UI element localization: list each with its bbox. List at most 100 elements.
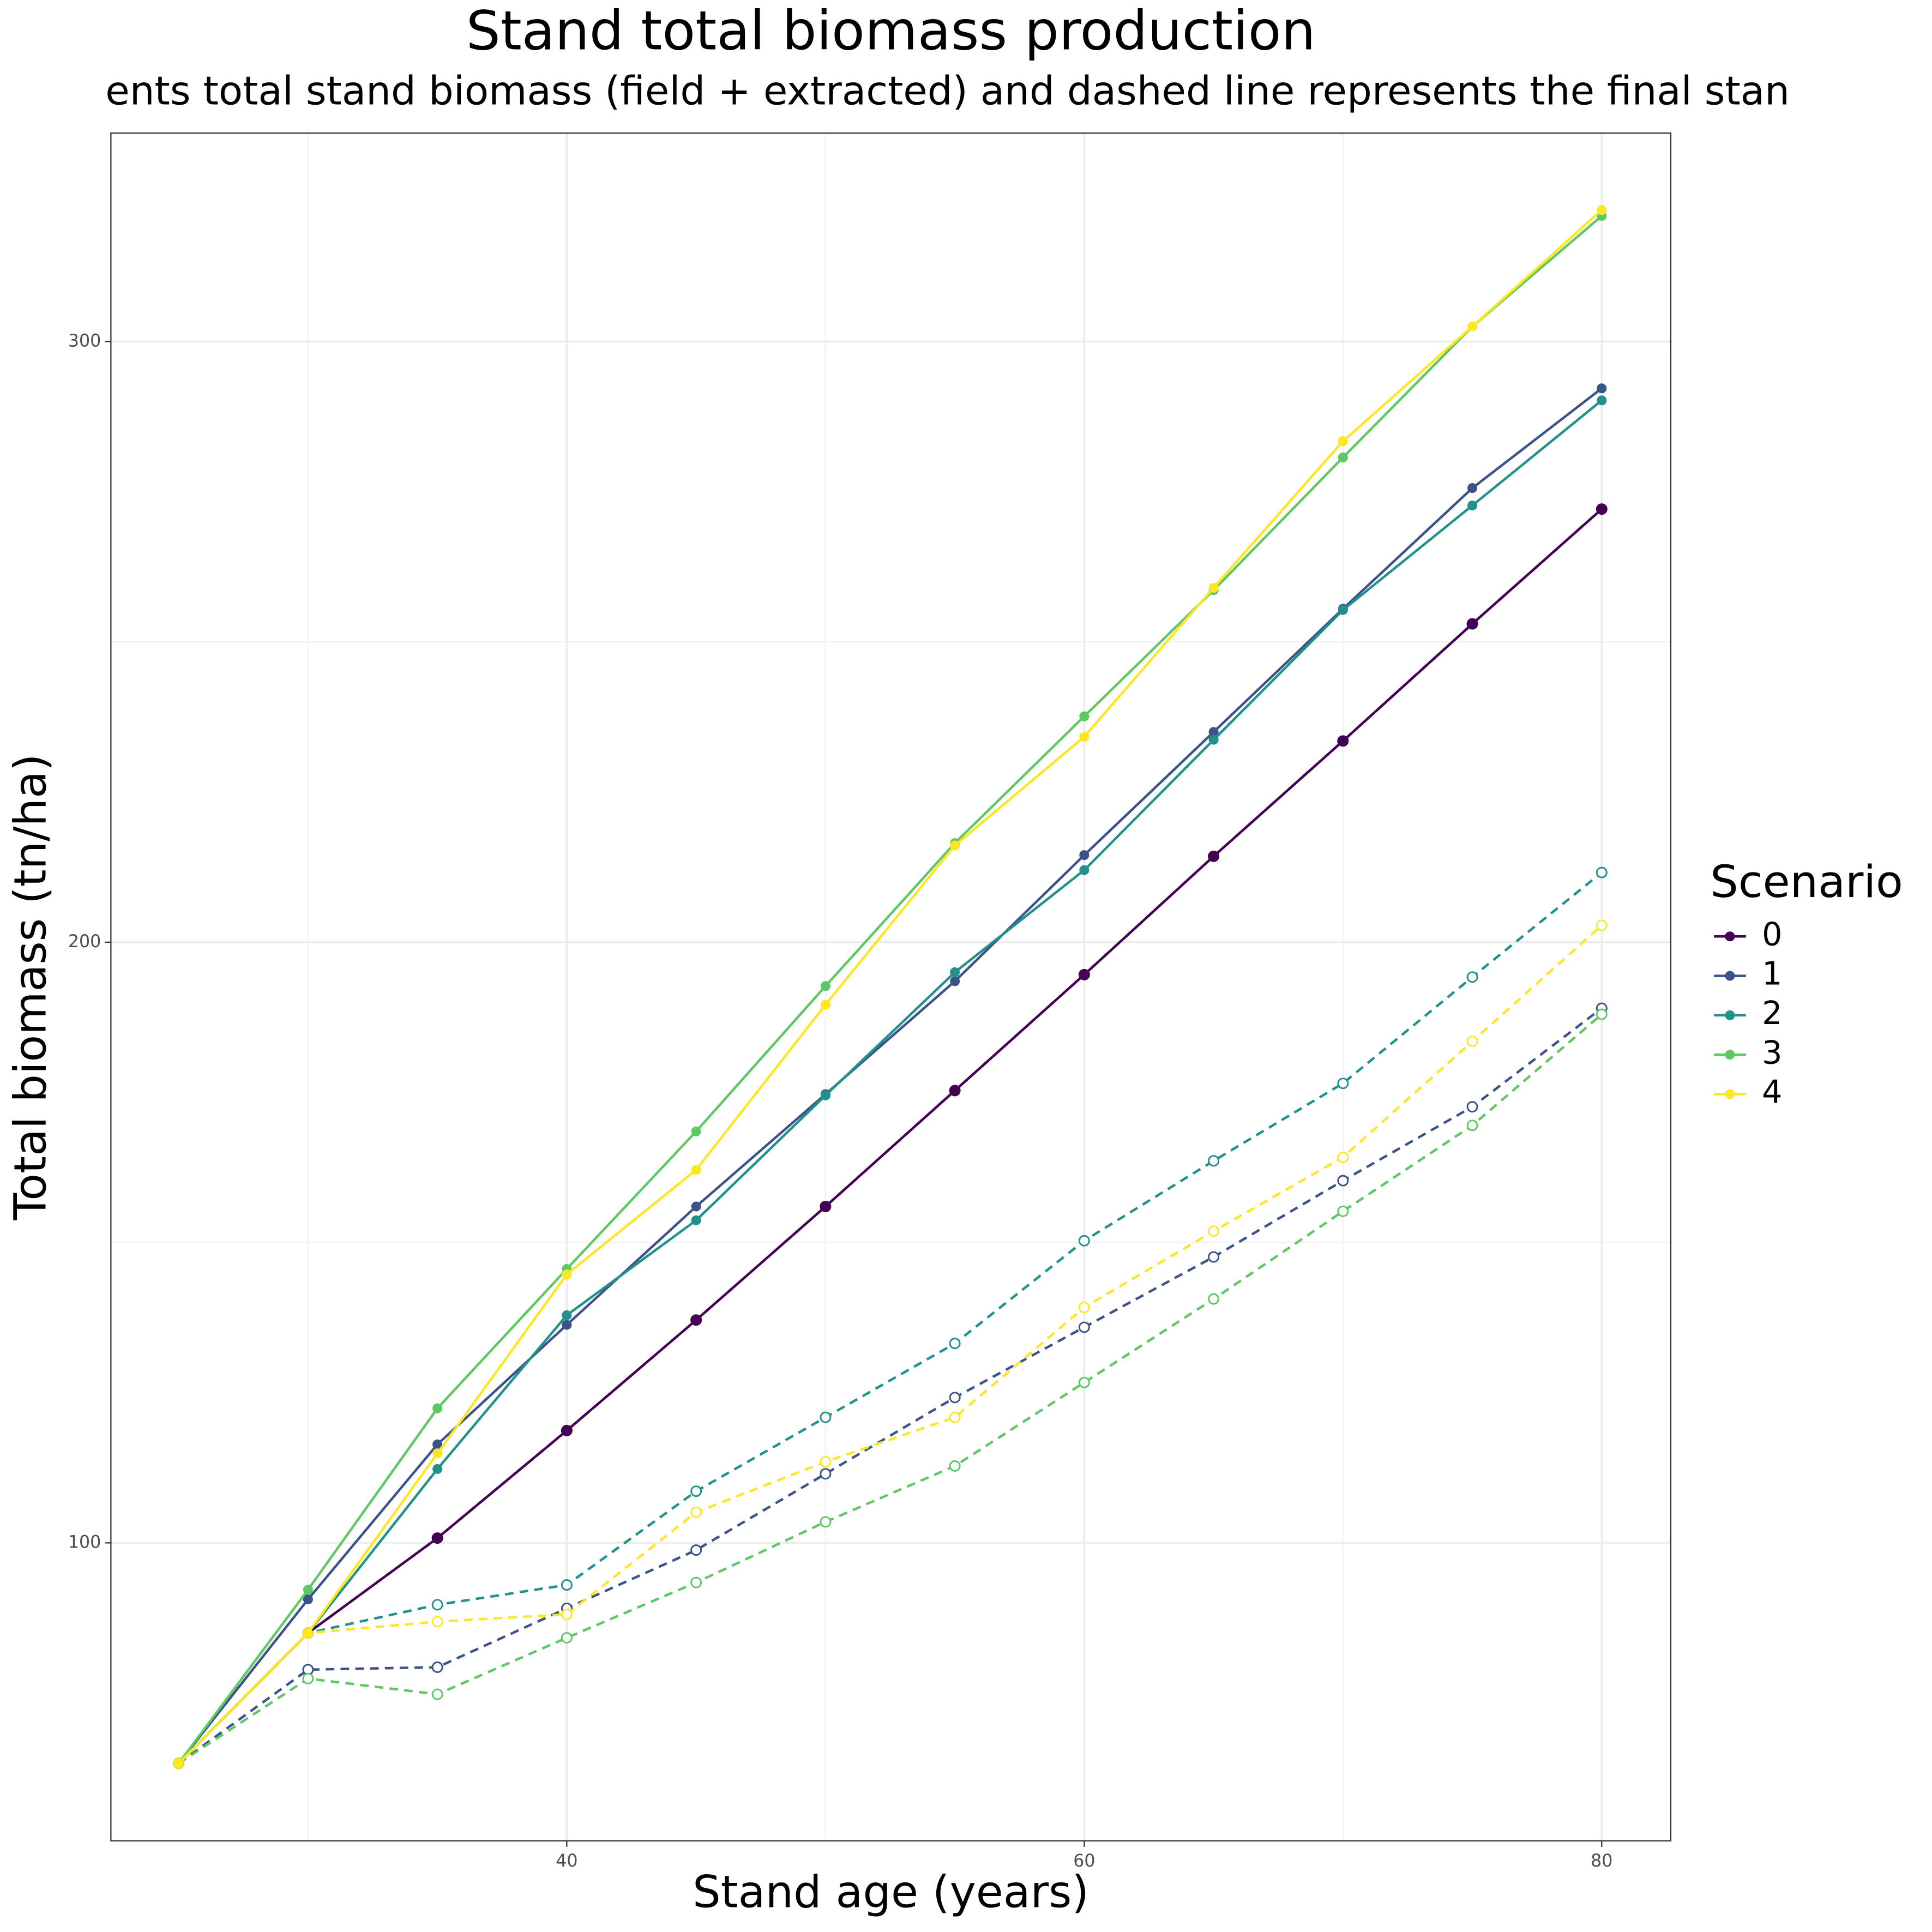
total-point — [562, 1425, 572, 1436]
final-point — [1208, 1225, 1220, 1237]
total-point — [1208, 851, 1219, 862]
final-point — [820, 1516, 832, 1528]
final-point — [690, 1544, 702, 1556]
final-point — [1337, 1205, 1349, 1217]
y-tick-label: 300 — [68, 331, 101, 351]
total-line — [177, 215, 1603, 1765]
legend-marker — [1725, 1089, 1735, 1099]
total-point — [1208, 735, 1219, 745]
final-point — [690, 1485, 702, 1497]
final-point — [1596, 1008, 1608, 1020]
final-point — [561, 1632, 573, 1644]
total-point — [1208, 727, 1219, 737]
legend-label: 0 — [1762, 915, 1782, 953]
total-point — [562, 1320, 572, 1330]
final-point — [561, 1579, 573, 1591]
total-point — [950, 967, 960, 977]
final-point — [949, 1460, 961, 1472]
final-point — [1337, 1175, 1349, 1187]
legend-title: Scenario — [1710, 856, 1903, 908]
total-point — [432, 1439, 443, 1449]
total-point — [1597, 383, 1607, 394]
final-point — [1596, 866, 1608, 878]
total-point — [1338, 452, 1348, 462]
total-point — [691, 1126, 701, 1136]
total-point — [950, 840, 960, 851]
plot-border — [110, 132, 1672, 1841]
total-point — [820, 981, 830, 991]
legend-label: 1 — [1762, 955, 1782, 992]
total-point — [820, 1201, 830, 1212]
legend-marker — [1725, 971, 1735, 981]
final-point — [1078, 1235, 1090, 1247]
final-point — [1466, 1036, 1478, 1048]
final-point — [949, 1392, 961, 1404]
final-point — [1596, 919, 1608, 931]
total-line — [178, 508, 1603, 1765]
total-point — [432, 1464, 443, 1474]
total-point — [1079, 970, 1090, 980]
total-point — [303, 1594, 313, 1604]
final-point — [820, 1468, 832, 1480]
total-point — [1208, 582, 1219, 593]
total-point — [303, 1628, 313, 1638]
legend-label: 4 — [1762, 1073, 1782, 1111]
total-point — [1597, 395, 1607, 406]
total-point — [820, 1090, 830, 1100]
legend-marker — [1725, 1050, 1735, 1060]
total-point — [1338, 736, 1348, 746]
final-point — [690, 1576, 702, 1588]
total-point — [1597, 504, 1607, 514]
final-point — [561, 1608, 573, 1621]
x-tick-label: 40 — [556, 1851, 577, 1871]
final-point — [690, 1506, 702, 1518]
y-axis-label: Total biomass (tn/ha) — [4, 754, 56, 1220]
final-point — [431, 1688, 443, 1700]
total-point — [691, 1165, 701, 1175]
total-point — [1079, 711, 1090, 721]
y-tick-label: 200 — [68, 932, 101, 952]
final-line — [178, 1007, 1603, 1765]
total-line — [178, 399, 1603, 1765]
x-tick-label: 60 — [1073, 1851, 1095, 1871]
chart-title: Stand total biomass production — [466, 0, 1316, 63]
final-point — [1337, 1078, 1349, 1090]
final-point — [1208, 1155, 1220, 1167]
total-point — [432, 1448, 443, 1459]
final-line — [178, 924, 1603, 1765]
total-point — [691, 1315, 701, 1325]
final-point — [1208, 1293, 1220, 1305]
legend-marker — [1725, 931, 1735, 942]
final-point — [302, 1672, 314, 1684]
final-point — [1466, 1120, 1478, 1131]
total-line — [178, 209, 1603, 1765]
final-point — [1466, 971, 1478, 983]
total-point — [1338, 436, 1348, 447]
total-point — [1079, 850, 1090, 860]
total-point — [303, 1585, 313, 1595]
legend-marker — [1725, 1010, 1735, 1020]
total-point — [820, 1000, 830, 1010]
total-point — [691, 1201, 701, 1212]
total-point — [562, 1269, 572, 1280]
y-tick-label: 100 — [68, 1532, 101, 1552]
total-point — [950, 976, 960, 986]
final-point — [1078, 1321, 1090, 1333]
total-point — [1467, 500, 1478, 511]
total-line — [177, 387, 1603, 1765]
total-point — [1467, 618, 1478, 629]
final-point — [431, 1661, 443, 1673]
x-axis-label: Stand age (years) — [693, 1867, 1089, 1918]
final-point — [1078, 1376, 1090, 1388]
total-point — [1597, 204, 1607, 215]
total-point — [432, 1403, 443, 1413]
final-point — [431, 1616, 443, 1628]
final-line — [178, 871, 1603, 1765]
total-point — [1338, 605, 1348, 615]
total-point — [562, 1310, 572, 1320]
x-tick-label: 80 — [1591, 1851, 1612, 1871]
final-point — [820, 1411, 832, 1423]
total-point — [1467, 321, 1478, 332]
